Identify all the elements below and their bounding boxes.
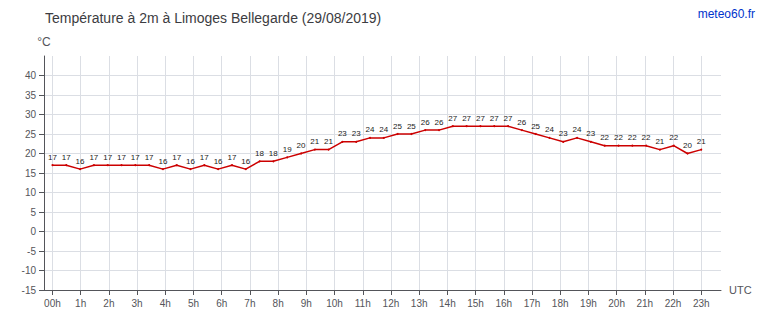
svg-text:19h: 19h	[580, 298, 597, 309]
svg-text:9h: 9h	[301, 298, 312, 309]
svg-text:23: 23	[559, 129, 568, 138]
svg-text:5h: 5h	[188, 298, 199, 309]
svg-text:-10: -10	[22, 265, 37, 276]
svg-text:16h: 16h	[495, 298, 512, 309]
svg-text:21h: 21h	[636, 298, 653, 309]
svg-text:20h: 20h	[608, 298, 625, 309]
svg-text:40: 40	[25, 70, 37, 81]
svg-text:21: 21	[655, 137, 664, 146]
svg-text:UTC: UTC	[729, 284, 752, 296]
svg-text:22: 22	[642, 133, 651, 142]
svg-text:30: 30	[25, 109, 37, 120]
svg-text:23: 23	[338, 129, 347, 138]
svg-text:17: 17	[103, 153, 112, 162]
svg-text:°C: °C	[37, 35, 51, 49]
svg-text:26: 26	[421, 118, 430, 127]
svg-text:10: 10	[25, 187, 37, 198]
svg-text:26: 26	[435, 118, 444, 127]
svg-text:-5: -5	[27, 246, 36, 257]
svg-text:25: 25	[407, 122, 416, 131]
svg-text:2h: 2h	[103, 298, 114, 309]
svg-text:17: 17	[145, 153, 154, 162]
svg-text:18h: 18h	[552, 298, 569, 309]
svg-text:4h: 4h	[160, 298, 171, 309]
svg-text:27: 27	[448, 114, 457, 123]
svg-text:16: 16	[241, 157, 250, 166]
svg-text:3h: 3h	[132, 298, 143, 309]
svg-text:22: 22	[600, 133, 609, 142]
svg-text:24: 24	[379, 125, 388, 134]
svg-text:18: 18	[255, 149, 264, 158]
svg-text:14h: 14h	[439, 298, 456, 309]
svg-text:27: 27	[476, 114, 485, 123]
svg-text:Température à 2m à Limoges Bel: Température à 2m à Limoges Bellegarde (2…	[45, 10, 381, 26]
svg-text:17: 17	[62, 153, 71, 162]
svg-text:5: 5	[30, 207, 36, 218]
svg-text:17: 17	[200, 153, 209, 162]
svg-text:21: 21	[310, 137, 319, 146]
svg-text:15h: 15h	[467, 298, 484, 309]
svg-text:26: 26	[517, 118, 526, 127]
svg-text:22: 22	[628, 133, 637, 142]
svg-text:17: 17	[131, 153, 140, 162]
svg-text:0: 0	[30, 226, 36, 237]
svg-text:22h: 22h	[665, 298, 682, 309]
svg-text:-15: -15	[22, 285, 37, 296]
svg-text:27: 27	[462, 114, 471, 123]
svg-text:25: 25	[393, 122, 402, 131]
svg-text:17: 17	[172, 153, 181, 162]
svg-text:21: 21	[324, 137, 333, 146]
svg-text:7h: 7h	[244, 298, 255, 309]
svg-text:25: 25	[25, 129, 37, 140]
svg-text:1h: 1h	[75, 298, 86, 309]
svg-text:18: 18	[269, 149, 278, 158]
svg-text:12h: 12h	[383, 298, 400, 309]
svg-text:6h: 6h	[216, 298, 227, 309]
svg-text:8h: 8h	[273, 298, 284, 309]
svg-text:17: 17	[48, 153, 57, 162]
svg-text:11h: 11h	[355, 298, 371, 309]
svg-text:17h: 17h	[524, 298, 541, 309]
svg-text:23h: 23h	[693, 298, 710, 309]
svg-text:16: 16	[158, 157, 167, 166]
svg-text:24: 24	[545, 125, 554, 134]
svg-text:17: 17	[89, 153, 98, 162]
svg-text:21: 21	[697, 137, 706, 146]
svg-text:20: 20	[25, 148, 37, 159]
svg-text:16: 16	[186, 157, 195, 166]
svg-text:27: 27	[504, 114, 513, 123]
svg-text:23: 23	[586, 129, 595, 138]
svg-text:24: 24	[573, 125, 582, 134]
svg-text:24: 24	[366, 125, 375, 134]
svg-text:16: 16	[214, 157, 223, 166]
svg-text:19: 19	[283, 145, 292, 154]
svg-text:17: 17	[227, 153, 236, 162]
svg-text:23: 23	[352, 129, 361, 138]
svg-text:22: 22	[669, 133, 678, 142]
svg-text:17: 17	[117, 153, 126, 162]
svg-text:meteo60.fr: meteo60.fr	[698, 7, 755, 21]
svg-text:27: 27	[490, 114, 499, 123]
svg-text:35: 35	[25, 90, 37, 101]
svg-text:15: 15	[25, 168, 37, 179]
svg-text:22: 22	[614, 133, 623, 142]
svg-text:25: 25	[531, 122, 540, 131]
svg-text:20: 20	[683, 141, 692, 150]
svg-text:13h: 13h	[411, 298, 428, 309]
svg-text:10h: 10h	[326, 298, 343, 309]
svg-text:00h: 00h	[44, 298, 61, 309]
svg-text:16: 16	[76, 157, 85, 166]
svg-text:20: 20	[296, 141, 305, 150]
